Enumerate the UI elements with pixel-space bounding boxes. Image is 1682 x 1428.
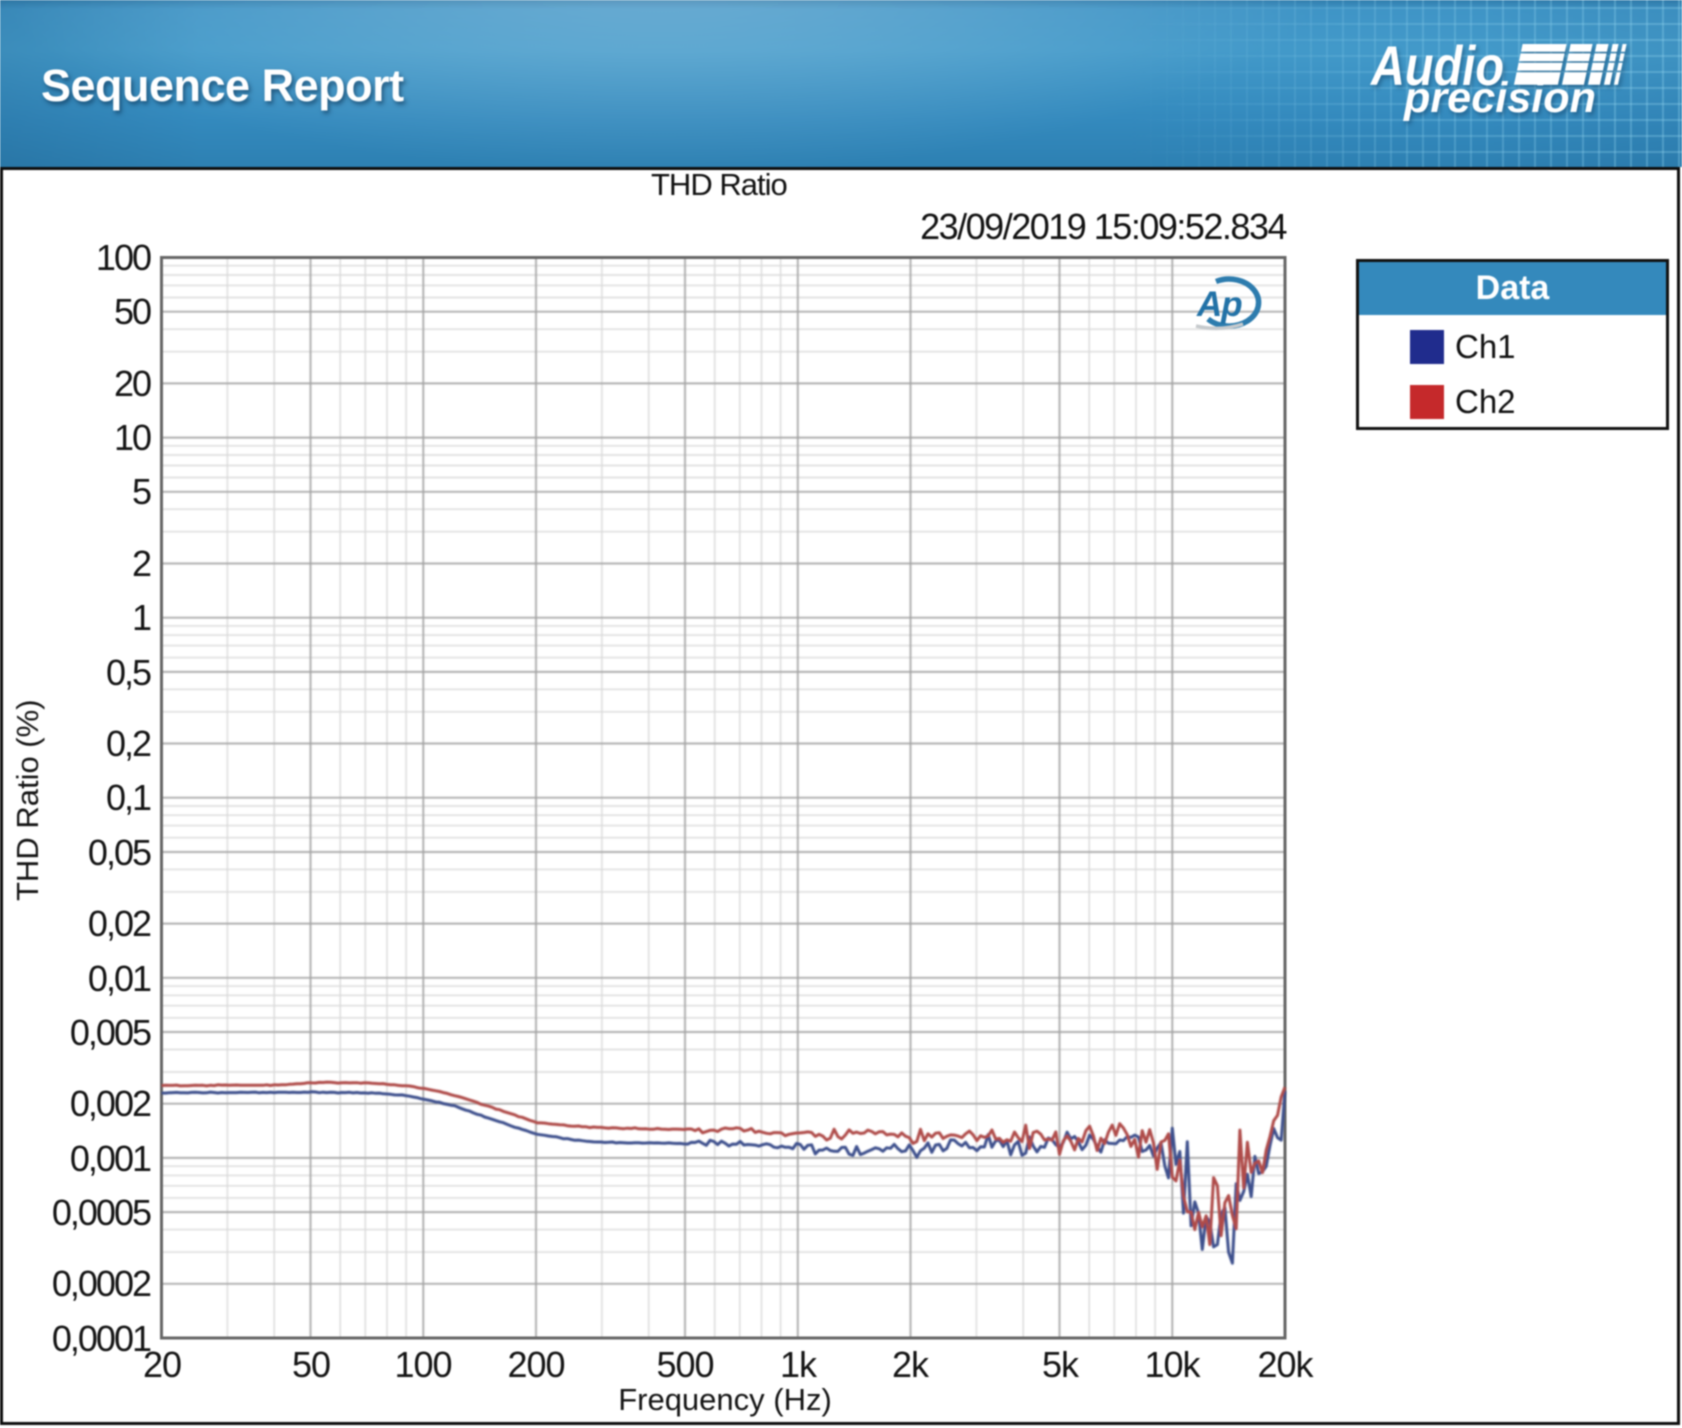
svg-text:Audio: Audio <box>1369 34 1504 97</box>
svg-text:Ap: Ap <box>1196 285 1242 324</box>
